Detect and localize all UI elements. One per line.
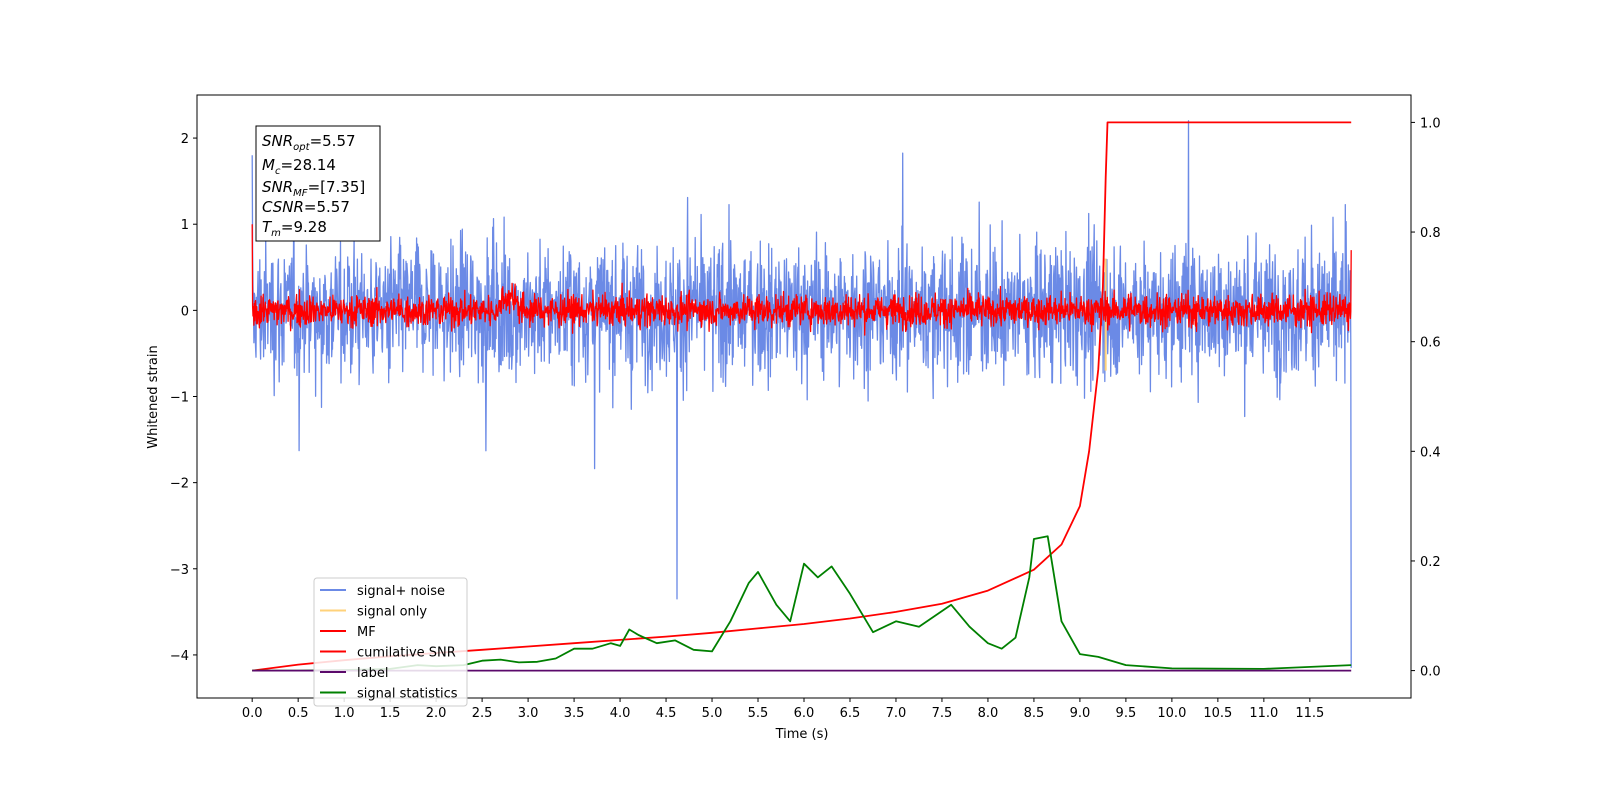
trace-layer [251,120,1352,668]
y-tick-label: −4 [170,649,189,664]
stat-snr-opt: SNRopt=5.57 [262,132,356,153]
x-tick-label: 2.0 [426,706,447,721]
legend-label: signal statistics [357,687,458,702]
y-axis-label: Whitened strain [146,345,161,448]
y-tick-label: 1 [181,218,189,233]
y-tick-label: 2 [181,132,189,147]
stats-box: SNRopt=5.57 Mc=28.14 SNRMF=[7.35] CSNR=5… [255,125,381,242]
x-tick-label: 11.0 [1249,706,1278,721]
x-axis: 0.0 0.5 1.0 1.5 2.0 2.5 3.0 3.5 4.0 4.5 5.0 5.5 6.0 6… [242,698,1324,721]
x-tick-label: 3.0 [518,706,539,721]
x-tick-label: 8.5 [1024,706,1045,721]
stats-box-frame [255,125,381,242]
y-tick-label: −1 [170,391,189,406]
legend: signal+ noise signal only MF cumilative SNR… [313,577,468,707]
stat-mc: Mc=28.14 [262,156,336,177]
x-tick-label: 2.5 [472,706,493,721]
x-tick-label: 6.5 [840,706,861,721]
y-axis-right: 1.0 0.8 0.6 0.4 0.2 0.0 [1411,116,1441,680]
x-tick-label: 10.5 [1203,706,1232,721]
x-tick-label: 1.0 [334,706,355,721]
mf-line [251,224,1352,336]
stat-csnr: CSNR=5.57 [262,198,350,216]
y-tick-label: 0 [181,304,189,319]
signal-noise-line [251,120,1352,668]
x-tick-label: 1.5 [380,706,401,721]
y2-tick-label: 0.0 [1420,665,1441,680]
y-tick-label: −2 [170,477,189,492]
stat-snr-mf: SNRMF=[7.35] [262,178,365,199]
x-tick-label: 0.5 [288,706,309,721]
x-tick-label: 3.5 [564,706,585,721]
legend-frame [313,577,468,707]
x-tick-label: 9.5 [1116,706,1137,721]
x-tick-label: 5.5 [748,706,769,721]
legend-label: cumilative SNR [357,646,456,661]
x-tick-label: 9.0 [1070,706,1091,721]
y2-tick-label: 1.0 [1420,116,1441,131]
y2-tick-label: 0.8 [1420,226,1441,241]
x-tick-label: 4.0 [610,706,631,721]
x-tick-label: 5.0 [702,706,723,721]
x-tick-label: 7.5 [932,706,953,721]
legend-label: signal only [357,605,427,620]
y2-tick-label: 0.4 [1420,445,1441,460]
legend-label: signal+ noise [357,584,445,599]
stat-tm: Tm=9.28 [262,218,327,239]
legend-label: label [357,666,388,681]
y-tick-label: −3 [170,563,189,578]
legend-label: MF [357,625,376,640]
y-axis-left: 2 1 0 −1 −2 −3 −4 [170,132,197,664]
signal-statistics-line [252,535,1352,672]
x-tick-label: 10.0 [1157,706,1186,721]
x-tick-label: 11.5 [1295,706,1324,721]
y2-tick-label: 0.6 [1420,336,1441,351]
y2-tick-label: 0.2 [1420,555,1441,570]
x-tick-label: 6.0 [794,706,815,721]
x-tick-label: 7.0 [886,706,907,721]
x-tick-label: 0.0 [242,706,263,721]
x-tick-label: 8.0 [978,706,999,721]
x-axis-label: Time (s) [775,727,829,742]
x-tick-label: 4.5 [656,706,677,721]
